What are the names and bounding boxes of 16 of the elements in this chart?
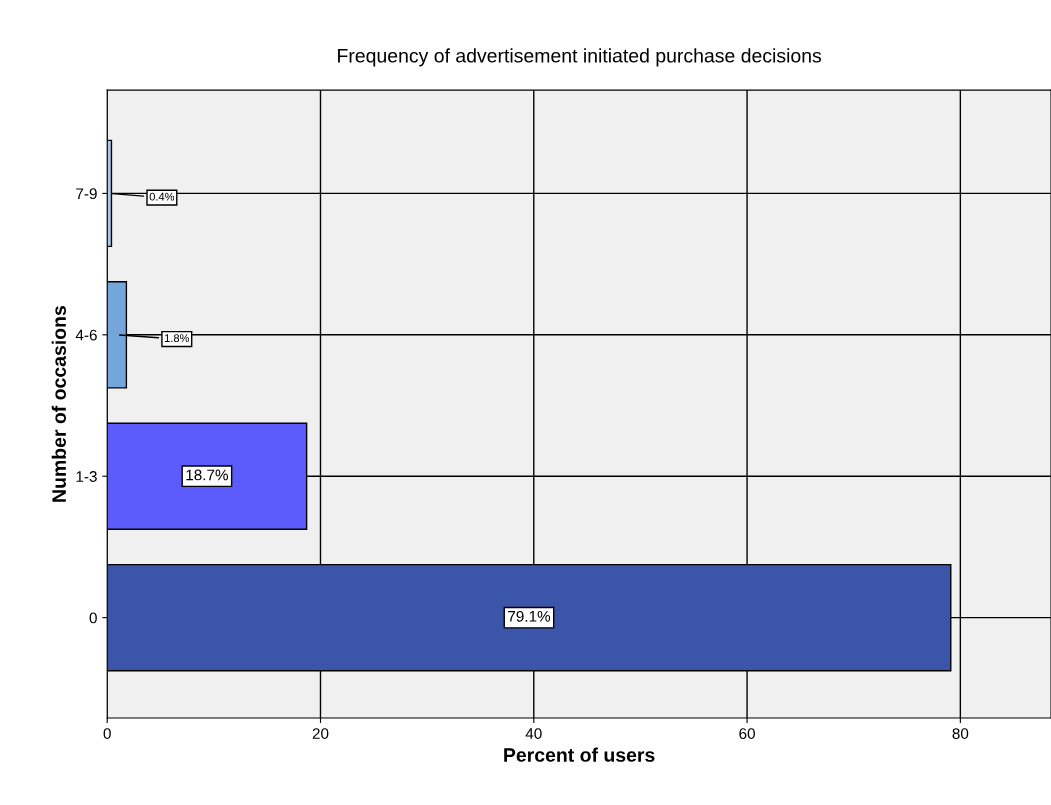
y-tick-label: 1-3 <box>76 471 97 482</box>
data-label: 0.4% <box>149 192 175 201</box>
x-tick-label: 60 <box>739 728 755 739</box>
x-axis-title: Percent of users <box>504 747 655 762</box>
data-label: 79.1% <box>508 610 551 622</box>
x-tick-label: 40 <box>525 728 542 739</box>
y-tick-label: 4-6 <box>75 329 97 341</box>
y-axis-title: Number of occasions <box>51 306 66 502</box>
data-label: 18.7% <box>186 469 229 481</box>
y-tick-label: 7-9 <box>76 188 97 200</box>
x-tick-label: 20 <box>312 728 329 739</box>
x-tick-label: 0 <box>103 728 111 739</box>
data-label: 1.8% <box>165 334 190 343</box>
x-tick-label: 80 <box>952 728 969 739</box>
y-tick-label: 0 <box>89 612 97 624</box>
chart-title: Frequency of advertisement initiated purchase decisions <box>338 48 822 67</box>
